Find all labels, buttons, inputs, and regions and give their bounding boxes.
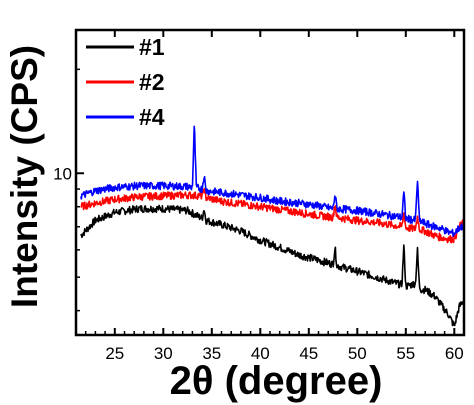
y-tick-label: 10	[53, 164, 72, 183]
plot-series	[80, 125, 465, 327]
series-line-3	[80, 125, 465, 238]
x-tick-label: 45	[299, 344, 318, 363]
series-line-2	[80, 187, 465, 244]
x-tick-label: 25	[105, 344, 124, 363]
x-tick-label: 60	[445, 344, 464, 363]
x-tick-label: 30	[154, 344, 173, 363]
x-tick-label: 35	[202, 344, 221, 363]
x-tick-label: 40	[251, 344, 270, 363]
series-line-1	[80, 204, 465, 327]
x-axis-label: 2θ (degree)	[170, 359, 383, 403]
legend-label-1: #1	[139, 34, 165, 60]
x-tick-label: 50	[348, 344, 367, 363]
axis-ticks: 25 30 35 40 45 50 55 60 10	[53, 30, 465, 363]
y-axis-label: Intensity (CPS)	[4, 45, 45, 308]
legend: #1 #2 #4	[86, 34, 165, 130]
legend-label-2: #2	[139, 69, 165, 95]
legend-label-3: #4	[139, 104, 165, 130]
x-tick-label: 55	[396, 344, 415, 363]
